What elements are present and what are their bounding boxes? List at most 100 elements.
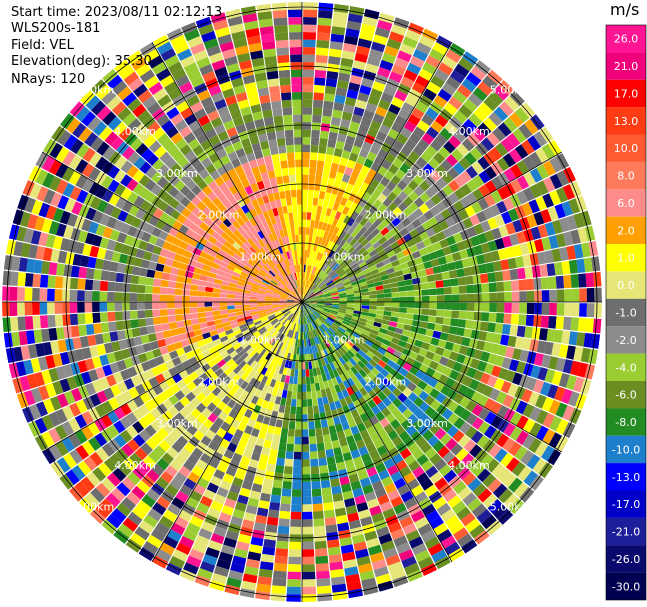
velocity-cell — [536, 164, 550, 180]
velocity-cell — [245, 211, 254, 220]
velocity-cell — [276, 314, 284, 320]
velocity-cell — [5, 239, 16, 255]
velocity-cell — [314, 360, 320, 368]
velocity-cell — [92, 312, 101, 324]
velocity-cell — [192, 247, 202, 256]
velocity-cell — [217, 34, 233, 45]
velocity-cell — [318, 316, 326, 323]
velocity-cell — [400, 448, 412, 460]
velocity-cell — [155, 548, 172, 563]
velocity-cell — [208, 372, 219, 382]
velocity-cell — [411, 81, 426, 95]
velocity-cell — [259, 26, 274, 36]
velocity-cell — [257, 305, 265, 309]
velocity-cell — [322, 494, 333, 504]
velocity-cell — [354, 341, 363, 350]
velocity-cell — [268, 139, 278, 148]
velocity-cell — [347, 588, 364, 599]
velocity-cell — [114, 155, 128, 169]
velocity-cell — [148, 450, 161, 463]
velocity-cell — [360, 264, 369, 272]
velocity-cell — [395, 459, 408, 471]
velocity-cell — [267, 170, 276, 179]
velocity-cell — [307, 338, 312, 347]
velocity-cell — [205, 286, 214, 293]
velocity-cell — [228, 260, 237, 268]
velocity-cell — [176, 213, 187, 224]
velocity-cell — [326, 240, 333, 249]
velocity-cell — [230, 516, 243, 527]
velocity-cell — [127, 366, 138, 378]
velocity-cell — [364, 339, 374, 347]
velocity-cell — [377, 203, 388, 213]
velocity-cell — [355, 214, 364, 224]
velocity-cell — [398, 256, 407, 265]
velocity-cell — [250, 360, 258, 369]
velocity-cell — [331, 303, 340, 306]
velocity-cell — [350, 366, 359, 375]
velocity-cell — [249, 349, 257, 358]
velocity-cell — [441, 420, 453, 433]
velocity-cell — [323, 403, 331, 412]
velocity-cell — [509, 411, 523, 426]
velocity-cell — [282, 205, 288, 214]
velocity-cell — [510, 179, 523, 193]
range-ring-label: 5.00km — [490, 501, 532, 514]
velocity-cell — [330, 261, 338, 269]
velocity-cell — [435, 201, 447, 213]
velocity-cell — [296, 249, 300, 258]
velocity-cell — [115, 320, 125, 331]
velocity-cell — [336, 391, 345, 400]
velocity-cell — [297, 279, 300, 288]
velocity-cell — [169, 350, 179, 360]
velocity-cell — [338, 326, 346, 333]
velocity-cell — [227, 442, 238, 453]
velocity-cell — [254, 278, 262, 284]
velocity-cell — [238, 130, 249, 141]
velocity-cell — [413, 283, 422, 291]
velocity-cell — [128, 346, 138, 357]
velocity-cell — [314, 267, 319, 276]
velocity-cell — [317, 359, 323, 368]
velocity-cell — [453, 200, 465, 212]
velocity-cell — [525, 314, 535, 327]
velocity-cell — [205, 128, 217, 140]
velocity-cell — [268, 85, 280, 95]
velocity-cell — [197, 307, 205, 313]
velocity-cell — [56, 263, 65, 276]
velocity-cell — [348, 337, 357, 345]
velocity-cell — [265, 377, 273, 386]
velocity-cell — [308, 304, 316, 309]
velocity-cell — [368, 332, 378, 340]
velocity-cell — [339, 398, 348, 407]
velocity-cell — [363, 201, 373, 211]
velocity-cell — [292, 265, 296, 273]
velocity-cell — [371, 559, 387, 570]
velocity-cell — [234, 291, 243, 296]
velocity-cell — [489, 147, 503, 161]
velocity-cell — [325, 223, 332, 232]
velocity-cell — [378, 469, 390, 481]
velocity-cell — [132, 506, 147, 520]
velocity-cell — [238, 155, 249, 165]
velocity-cell — [51, 125, 66, 142]
velocity-cell — [422, 357, 432, 367]
velocity-cell — [287, 303, 295, 306]
velocity-cell — [447, 495, 462, 509]
velocity-cell — [198, 280, 207, 287]
velocity-cell — [336, 514, 348, 525]
velocity-cell — [356, 131, 367, 141]
velocity-cell — [288, 314, 294, 321]
velocity-cell — [416, 472, 430, 485]
velocity-cell — [196, 56, 211, 69]
velocity-cell — [376, 401, 387, 412]
velocity-cell — [451, 310, 460, 319]
velocity-cell — [279, 152, 288, 162]
velocity-cell — [236, 314, 244, 320]
velocity-cell — [230, 109, 242, 120]
velocity-cell — [122, 112, 137, 127]
velocity-cell — [353, 415, 363, 426]
velocity-cell — [315, 268, 321, 276]
velocity-cell — [319, 130, 329, 139]
velocity-cell — [307, 353, 312, 362]
